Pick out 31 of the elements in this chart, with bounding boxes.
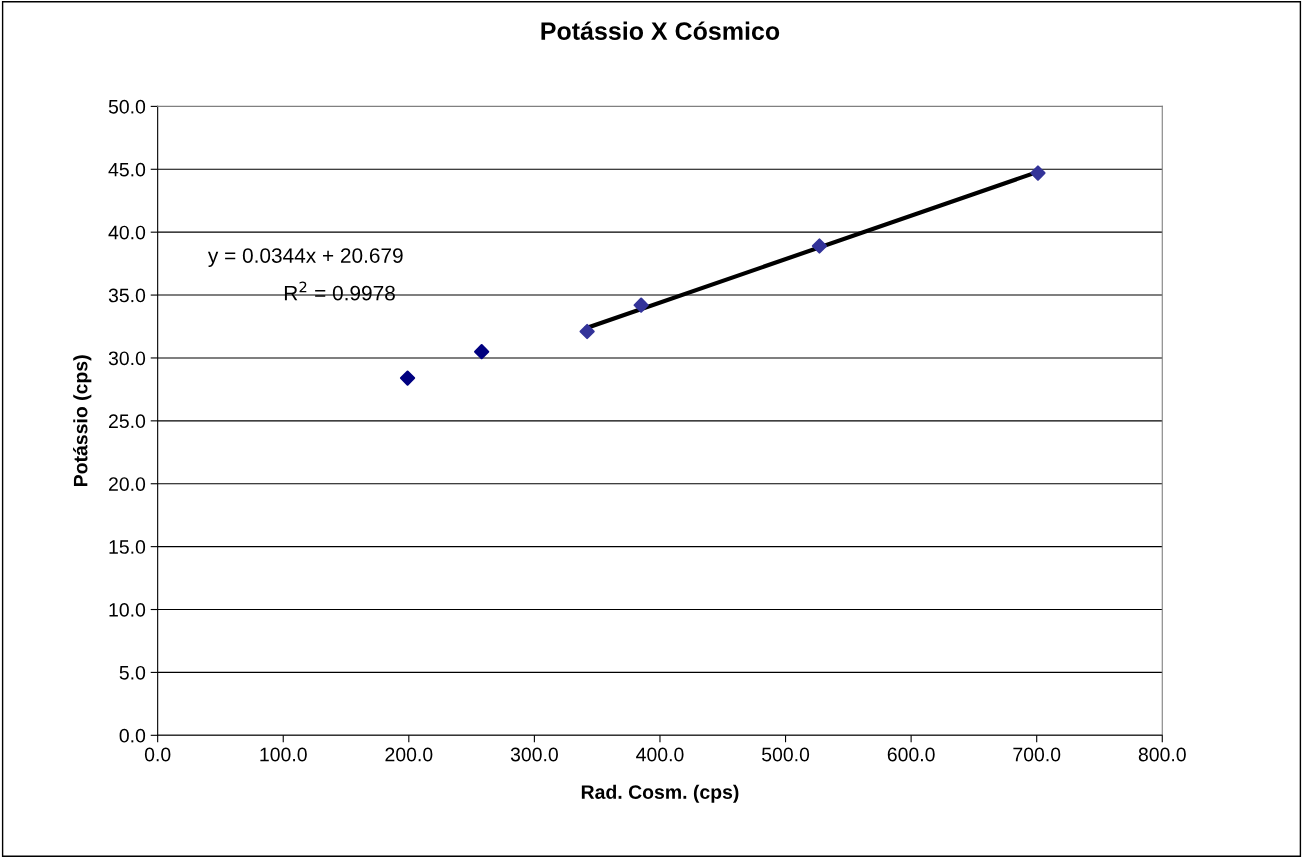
y-tick-label: 10.0 <box>109 602 146 617</box>
point <box>811 238 828 254</box>
x-tick-label: 600.0 <box>887 747 935 762</box>
y-tick-label: 15.0 <box>109 540 146 554</box>
y-tick-label: 40.0 <box>108 225 146 240</box>
x-tick-label: 800.0 <box>1138 747 1186 762</box>
y-tick-label: 45.0 <box>108 162 146 177</box>
x-tick-label: 0.0 <box>144 747 171 762</box>
y-tick-label: 35.0 <box>108 288 146 303</box>
annotation: y = 0.0344x + 20.679 <box>207 248 403 268</box>
x-tick-label: 300.0 <box>510 747 558 762</box>
x-tick-label: 400.0 <box>636 747 684 762</box>
y-tick-label: 30.0 <box>108 351 146 366</box>
x-tick-label: 200.0 <box>385 747 433 762</box>
x-axis-title: Rad. Cosm. (cps) <box>581 784 739 803</box>
x-tick-label: 100.0 <box>260 747 307 762</box>
point <box>633 297 649 313</box>
point <box>399 370 416 386</box>
annotation: R$^{2}$ = 0.9978 <box>284 281 395 301</box>
y-tick-label: 5.0 <box>119 665 146 680</box>
y-tick-label: 50.0 <box>108 99 146 114</box>
point <box>1030 165 1046 181</box>
y-tick-label: 25.0 <box>109 414 146 429</box>
x-tick-label: 700.0 <box>1013 747 1061 762</box>
y-axis-title: Potássio (cps) <box>73 355 92 486</box>
x-tick-label: 500.0 <box>762 747 810 762</box>
chart-title: Potássio X Cósmico <box>541 21 780 40</box>
point <box>474 344 490 360</box>
point <box>579 323 595 340</box>
y-tick-label: 0.0 <box>119 728 146 743</box>
y-tick-label: 20.0 <box>109 477 146 491</box>
